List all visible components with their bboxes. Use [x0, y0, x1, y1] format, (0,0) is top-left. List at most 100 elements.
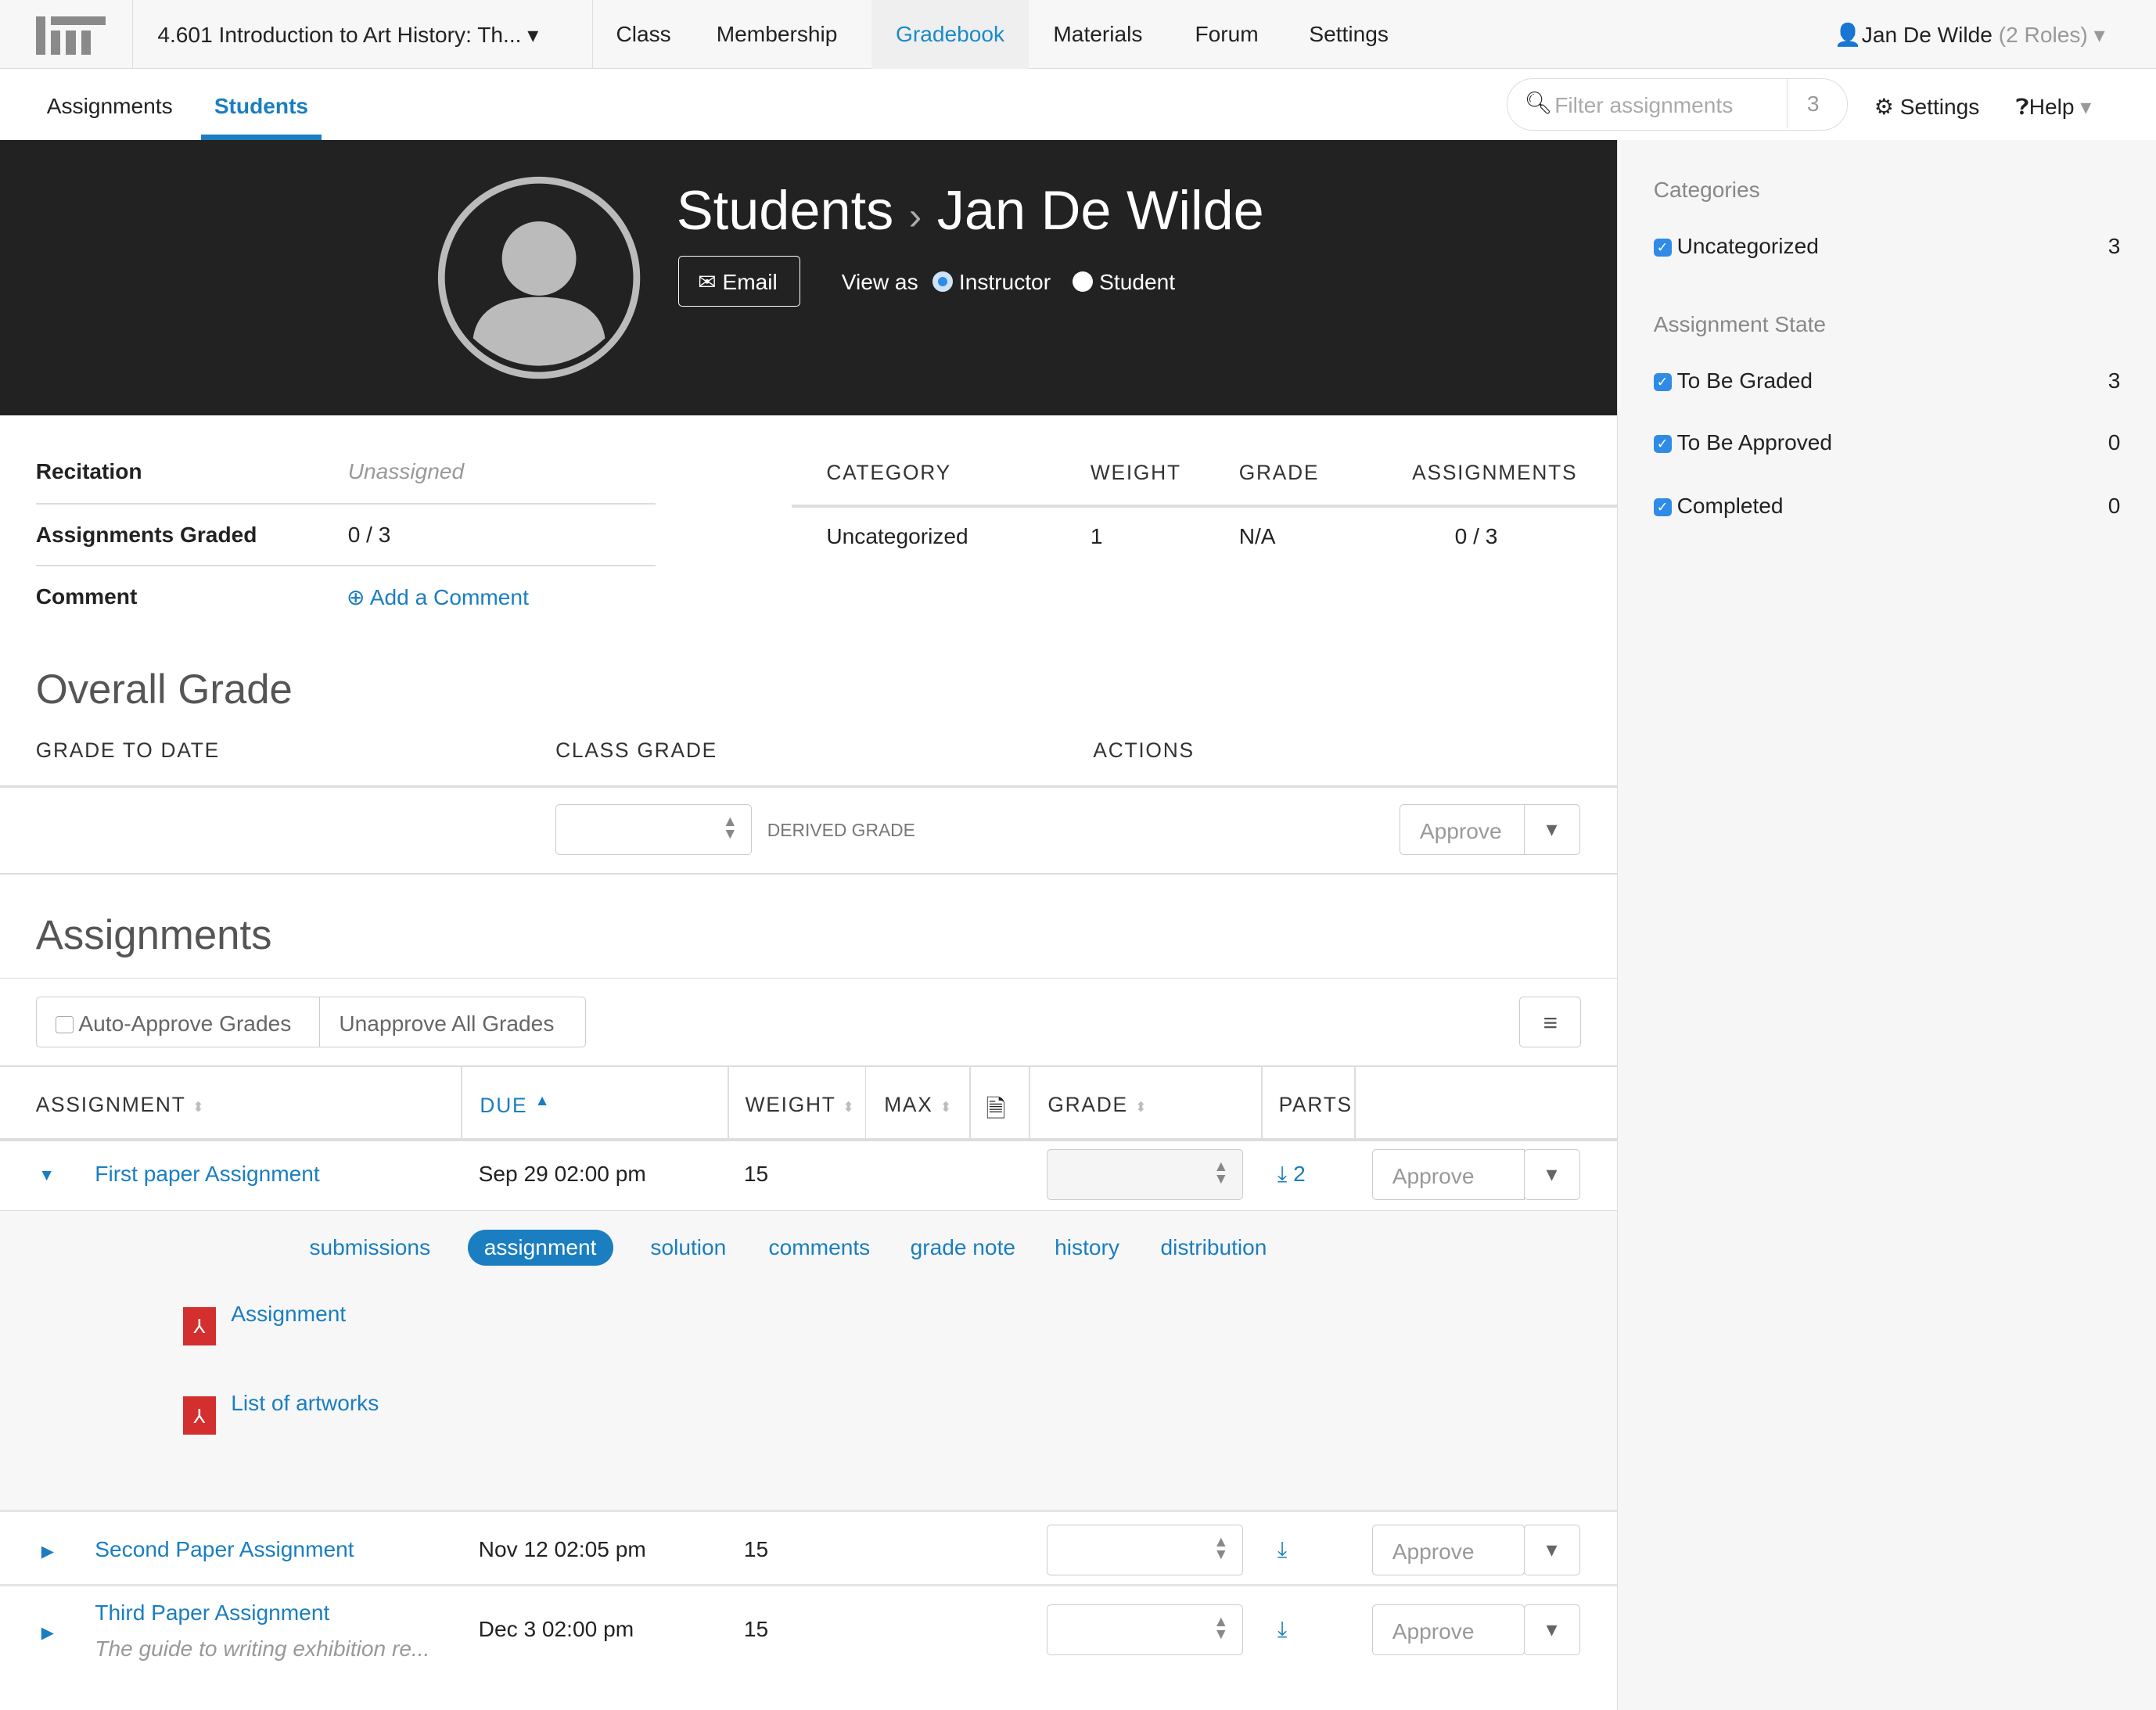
- course-title: 4.601 Introduction to Art History: Th...: [157, 23, 522, 48]
- filter-label: To Be Approved: [1676, 430, 1833, 455]
- parts-download[interactable]: ⤓ 2: [1277, 1162, 1306, 1187]
- grade-select[interactable]: ▲ ▼: [1046, 1525, 1243, 1576]
- header-label: WEIGHT: [745, 1093, 836, 1117]
- download-icon[interactable]: ⤓: [1277, 1617, 1288, 1642]
- nav-class[interactable]: Class: [616, 22, 671, 47]
- document-icon[interactable]: 🗎: [986, 1094, 1006, 1123]
- sort-arrows-icon: ▲ ▼: [1213, 1614, 1229, 1644]
- header-label: DUE: [480, 1094, 528, 1118]
- due-date: Sep 29 02:00 pm: [478, 1162, 646, 1187]
- user-name: Jan De Wilde: [1861, 23, 1993, 48]
- detail-tab-distribution[interactable]: distribution: [1160, 1235, 1267, 1260]
- filter-to-be-graded[interactable]: ✓ To Be Graded: [1653, 368, 1813, 393]
- assignment-link[interactable]: Second Paper Assignment: [95, 1537, 354, 1562]
- caret-right-icon: ▶: [41, 1543, 54, 1561]
- file-link[interactable]: Assignment: [231, 1301, 347, 1326]
- expand-toggle[interactable]: ▶: [41, 1622, 54, 1643]
- caret-down-icon: ▼: [38, 1166, 56, 1184]
- tab-assignments[interactable]: Assignments: [46, 93, 173, 118]
- checkbox-checked-icon[interactable]: ✓: [1653, 373, 1672, 392]
- grade-select[interactable]: ▲ ▼: [1046, 1604, 1243, 1656]
- detail-tab-submissions[interactable]: submissions: [309, 1235, 431, 1260]
- class-grade-select[interactable]: ▲ ▼: [555, 804, 753, 856]
- nav-forum[interactable]: Forum: [1195, 22, 1259, 47]
- caret-down-icon: ▾: [1546, 1617, 1558, 1642]
- col-weight: WEIGHT: [1090, 460, 1181, 484]
- filter-uncategorized[interactable]: ✓ Uncategorized: [1653, 234, 1819, 259]
- derived-grade-label: DERIVED GRADE: [767, 819, 915, 840]
- detail-tab-comments[interactable]: comments: [768, 1235, 871, 1260]
- weight: 15: [743, 1617, 769, 1642]
- nav-materials[interactable]: Materials: [1053, 22, 1143, 47]
- email-label: Email: [722, 269, 778, 294]
- help-button[interactable]: ❓︎Help ▾: [2016, 94, 2092, 120]
- question-icon: ❓︎: [2015, 94, 2029, 119]
- detail-tab-assignment[interactable]: assignment: [467, 1230, 613, 1266]
- radio-label: Instructor: [958, 269, 1051, 294]
- caret-down-icon: ▾: [2087, 23, 2105, 48]
- nav-gradebook[interactable]: Gradebook: [871, 0, 1029, 69]
- caret-right-icon: ▶: [41, 1624, 54, 1643]
- checkbox-checked-icon[interactable]: ✓: [1653, 498, 1672, 516]
- collapse-toggle[interactable]: ▼: [38, 1166, 55, 1185]
- auto-approve-toggle[interactable]: Auto-Approve Grades: [35, 997, 321, 1048]
- radio-instructor[interactable]: Instructor: [932, 270, 1051, 295]
- col-parts: PARTS: [1278, 1093, 1353, 1117]
- mit-logo[interactable]: [35, 16, 107, 56]
- filter-assignments-input[interactable]: 🔍︎ Filter assignments 3: [1507, 78, 1849, 131]
- auto-approve-label: Auto-Approve Grades: [78, 1011, 292, 1036]
- filter-to-be-approved[interactable]: ✓ To Be Approved: [1653, 430, 1833, 455]
- tab-students[interactable]: Students: [200, 94, 322, 141]
- assignment-link[interactable]: First paper Assignment: [95, 1162, 320, 1187]
- course-selector[interactable]: 4.601 Introduction to Art History: Th...…: [131, 0, 593, 69]
- col-grade[interactable]: GRADE ⬍: [1047, 1093, 1148, 1117]
- filter-sidebar: Categories ✓ Uncategorized 3 Assignment S…: [1617, 140, 2156, 1710]
- menu-button[interactable]: ≡: [1519, 997, 1582, 1048]
- detail-tab-grade-note[interactable]: grade note: [910, 1235, 1016, 1260]
- col-due[interactable]: DUE ▲: [480, 1093, 551, 1118]
- approve-button[interactable]: Approve: [1372, 1525, 1525, 1576]
- parts-count: 2: [1293, 1162, 1306, 1187]
- approve-dropdown[interactable]: ▾: [1523, 1604, 1580, 1656]
- user-menu[interactable]: 👤Jan De Wilde (2 Roles) ▾: [1834, 0, 2105, 69]
- approve-dropdown[interactable]: ▾: [1523, 804, 1580, 856]
- filter-count: 0: [2107, 430, 2121, 455]
- approve-button[interactable]: Approve: [1372, 1149, 1525, 1201]
- sort-asc-icon: ▲: [534, 1093, 552, 1110]
- col-weight[interactable]: WEIGHT ⬍: [746, 1093, 856, 1117]
- nav-settings[interactable]: Settings: [1309, 22, 1389, 47]
- approve-button[interactable]: Approve: [1400, 804, 1525, 856]
- approve-dropdown[interactable]: ▾: [1523, 1149, 1580, 1201]
- checkbox-checked-icon[interactable]: ✓: [1653, 238, 1672, 257]
- col-max[interactable]: MAX ⬍: [884, 1093, 953, 1117]
- download-icon[interactable]: ⤓: [1277, 1537, 1288, 1562]
- help-label: Help: [2028, 94, 2075, 119]
- detail-tab-solution[interactable]: solution: [650, 1235, 727, 1260]
- breadcrumb-students[interactable]: Students: [676, 179, 894, 242]
- avatar: [437, 176, 641, 379]
- assignment-link[interactable]: Third Paper Assignment: [95, 1600, 330, 1625]
- unapprove-all-button[interactable]: Unapprove All Grades: [318, 997, 586, 1048]
- filter-completed[interactable]: ✓ Completed: [1653, 494, 1784, 519]
- grade-select[interactable]: ▲ ▼: [1046, 1149, 1243, 1201]
- checkbox[interactable]: [56, 1015, 74, 1034]
- approve-dropdown[interactable]: ▾: [1523, 1525, 1580, 1576]
- file-link[interactable]: List of artworks: [231, 1391, 379, 1416]
- col-assignment[interactable]: ASSIGNMENT ⬍: [36, 1093, 206, 1117]
- approve-button[interactable]: Approve: [1372, 1604, 1525, 1656]
- settings-button[interactable]: ⚙ Settings: [1874, 94, 1980, 120]
- radio-student[interactable]: Student: [1073, 270, 1175, 295]
- student-name: Jan De Wilde: [936, 179, 1264, 242]
- comment-label: Comment: [35, 584, 138, 609]
- email-button[interactable]: ✉ Email: [677, 255, 800, 307]
- nav-membership[interactable]: Membership: [716, 22, 838, 47]
- detail-tab-history[interactable]: history: [1055, 1235, 1119, 1260]
- radio-selected-icon: [932, 271, 954, 292]
- caret-down-icon: ▾: [1546, 817, 1558, 842]
- expand-toggle[interactable]: ▶: [41, 1541, 54, 1561]
- checkbox-checked-icon[interactable]: ✓: [1653, 435, 1672, 454]
- pdf-icon: ⅄: [182, 1396, 216, 1435]
- filter-count: 3: [2107, 233, 2121, 258]
- graded-value: 0 / 3: [347, 522, 391, 547]
- add-comment-link[interactable]: ⊕ Add a Comment: [347, 584, 529, 610]
